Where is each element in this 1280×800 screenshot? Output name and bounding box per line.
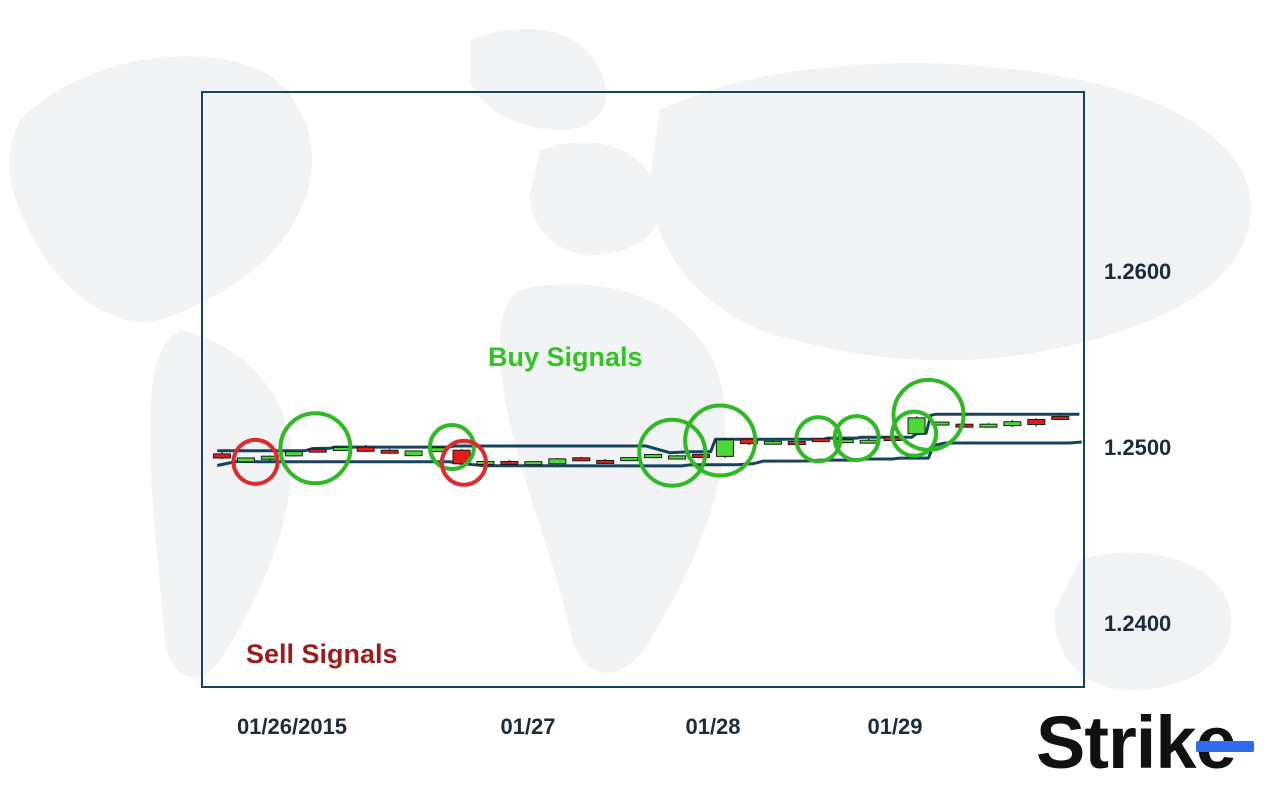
candle-7 — [356, 445, 375, 452]
candle-4 — [284, 450, 303, 457]
candle-33 — [979, 423, 998, 428]
candle-24 — [763, 440, 782, 445]
buy-signal-circle-2 — [427, 423, 476, 472]
buy-signal-circle-3 — [637, 417, 708, 488]
y-tick-label-2: 1.2500 — [1104, 435, 1171, 460]
bullish-candle-body — [332, 446, 351, 451]
buy-signal-circle-1 — [278, 411, 353, 486]
candle-28 — [859, 438, 878, 444]
candle-30 — [907, 416, 926, 436]
candle-20 — [668, 455, 687, 460]
bullish-candle-body — [715, 439, 734, 457]
candle-9 — [404, 450, 423, 457]
bearish-candle-body — [739, 438, 758, 445]
bearish-candle-body — [500, 460, 519, 465]
bullish-candle-body — [668, 455, 687, 460]
bullish-candle-body — [620, 457, 639, 462]
y-tick-label-1: 1.2600 — [1104, 259, 1171, 284]
x-tick-label-3: 01/28 — [685, 714, 740, 739]
candle-34 — [1003, 420, 1022, 428]
buy-signal-circle-7 — [890, 409, 939, 458]
plot-frame — [201, 91, 1085, 688]
x-tick-label-1: 01/26/2015 — [237, 714, 347, 739]
buy-signal-circle-8 — [891, 377, 966, 452]
bearish-candle-body — [955, 423, 974, 428]
bullish-candle-body — [979, 423, 998, 428]
lower-channel-line — [216, 440, 1082, 468]
bearish-candle-body — [308, 448, 327, 453]
buy-signal-circle-6 — [832, 414, 881, 463]
bullish-candle-body — [284, 451, 303, 457]
bullish-candle-body — [907, 417, 926, 435]
bearish-candle-body — [596, 459, 615, 464]
bullish-candle-body — [524, 461, 543, 466]
bearish-candle-body — [1027, 418, 1046, 426]
bullish-candle-body — [644, 453, 663, 459]
candle-21 — [692, 453, 710, 458]
bullish-candle-body — [859, 439, 878, 444]
candle-5 — [308, 447, 327, 453]
strike-logo-accent-bar — [1196, 741, 1254, 752]
candle-1 — [213, 452, 231, 460]
buy-signal-circle-5 — [794, 415, 843, 464]
bullish-candle-body — [548, 458, 567, 465]
y-tick-label-3: 1.2400 — [1104, 611, 1171, 636]
buy-signals-label: Buy Signals — [488, 342, 643, 372]
bearish-candle-body — [572, 457, 591, 462]
candle-32 — [955, 423, 974, 428]
x-tick-label-4: 01/29 — [867, 714, 922, 739]
candle-18 — [620, 457, 639, 462]
sell-signal-circle-2 — [439, 438, 488, 487]
candle-15 — [548, 457, 567, 465]
buy-signal-circle-4 — [683, 403, 758, 478]
sell-signal-circle-1 — [231, 437, 280, 486]
bearish-candle-body — [1051, 415, 1070, 420]
candle-35 — [1027, 418, 1046, 427]
candle-16 — [572, 456, 591, 462]
candle-22 — [715, 438, 734, 458]
bullish-candle-body — [236, 457, 255, 463]
candle-26 — [811, 438, 830, 443]
candle-14 — [524, 461, 543, 466]
sell-signals-label: Sell Signals — [246, 639, 398, 669]
candle-23 — [739, 438, 758, 446]
bullish-candle-body — [404, 450, 423, 457]
strike-logo: Strike — [1036, 700, 1266, 784]
bullish-candle-body — [763, 440, 782, 445]
x-tick-label-2: 01/27 — [500, 714, 555, 739]
bearish-candle-body — [356, 446, 375, 452]
candle-2 — [236, 457, 255, 463]
bullish-candle-body — [1003, 421, 1022, 427]
candle-36 — [1051, 415, 1070, 420]
bearish-candle-body — [692, 453, 710, 458]
bearish-candle-body — [213, 453, 231, 459]
candle-13 — [500, 460, 519, 465]
candle-17 — [596, 459, 615, 464]
bearish-candle-body — [380, 449, 399, 454]
candle-8 — [380, 449, 399, 454]
candle-19 — [644, 453, 663, 459]
bearish-candle-body — [811, 438, 830, 443]
